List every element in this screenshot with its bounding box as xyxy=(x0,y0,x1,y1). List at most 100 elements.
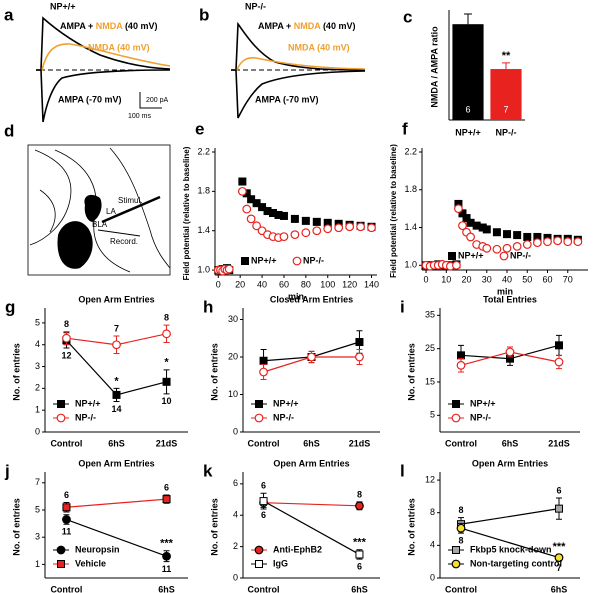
marker xyxy=(482,225,491,234)
panel-title: NP+/+ xyxy=(50,1,76,11)
marker xyxy=(555,504,563,513)
marker xyxy=(252,221,261,231)
marker xyxy=(246,214,256,224)
marker xyxy=(259,497,268,506)
x-tick-label: Control xyxy=(248,438,280,448)
panel-title: NP-/- xyxy=(245,1,266,11)
x-tick-label: 21dS xyxy=(548,438,570,448)
n-label: 6 xyxy=(357,562,362,572)
series-line xyxy=(66,518,167,557)
panel-b: b NP-/- AMPA + NMDA (40 mV) NMDA (40 mV)… xyxy=(199,1,366,119)
scale-label: 100 ms xyxy=(128,113,151,120)
label-part: NMDA xyxy=(96,21,123,31)
legend-label: NP-/- xyxy=(273,412,294,422)
y-tick-label: 3 xyxy=(35,532,40,542)
legend-marker xyxy=(451,559,461,569)
y-tick-label: 5 xyxy=(35,504,40,514)
trace-label: AMPA (-70 mV) xyxy=(255,94,319,104)
marker xyxy=(466,232,475,242)
x-tick-label: 120 xyxy=(342,279,357,289)
y-tick-label: 1.8 xyxy=(404,184,417,194)
legend-label: NP-/- xyxy=(303,255,324,265)
chart-title: Open Arm Entries xyxy=(78,458,154,468)
trace xyxy=(231,57,366,71)
marker xyxy=(492,244,502,254)
y-tick-label: 5 xyxy=(430,410,435,420)
legend-marker xyxy=(452,546,460,554)
n-label: 7 xyxy=(114,323,119,333)
y-axis-label: Field potential (relative to baseline) xyxy=(389,144,398,278)
significance: *** xyxy=(553,541,567,553)
label-part: (40 mV) xyxy=(122,21,157,31)
x-tick-label: 6hS xyxy=(351,584,368,593)
legend-label: IgG xyxy=(273,558,288,568)
legend-label: Non-targeting control xyxy=(470,558,562,568)
marker xyxy=(290,230,300,240)
marker xyxy=(279,232,289,242)
n-label: 10 xyxy=(162,396,172,406)
significance: *** xyxy=(353,537,367,549)
marker xyxy=(238,177,247,186)
legend-label: NP+/+ xyxy=(273,398,299,408)
marker xyxy=(162,329,171,339)
n-label: 8 xyxy=(64,319,69,329)
marker xyxy=(522,240,532,249)
nucleus xyxy=(84,194,102,222)
x-axis-label: min xyxy=(288,291,304,301)
y-tick-label: 20 xyxy=(228,351,238,361)
n-label: 6 xyxy=(164,482,169,492)
x-tick-label: 40 xyxy=(257,279,267,289)
marker xyxy=(355,352,364,362)
marker xyxy=(345,222,355,232)
scale-bar xyxy=(139,92,162,109)
trace xyxy=(36,69,171,123)
x-tick-label: 50 xyxy=(522,274,532,284)
y-tick-label: 1.4 xyxy=(404,222,417,232)
marker xyxy=(456,523,466,533)
y-axis-label: NMDA / AMPA ratio xyxy=(429,26,439,108)
marker xyxy=(356,222,365,232)
trace-label: AMPA + NMDA (40 mV) xyxy=(60,21,157,31)
marker xyxy=(162,551,171,561)
marker xyxy=(355,501,364,511)
y-tick-label: 1.4 xyxy=(197,225,210,235)
y-tick-label: 4 xyxy=(233,510,238,520)
trace xyxy=(36,16,171,71)
legend-label: NP+/+ xyxy=(458,250,484,260)
legend-marker xyxy=(254,413,264,423)
marker xyxy=(523,232,532,241)
trace-label: NMDA (40 mV) xyxy=(88,42,150,52)
n-label: 6 xyxy=(261,481,266,491)
x-tick-label: 40 xyxy=(502,274,512,284)
y-tick-label: 1.8 xyxy=(197,186,210,196)
marker xyxy=(503,230,512,239)
electrode xyxy=(97,229,141,237)
marker xyxy=(334,223,344,233)
marker xyxy=(279,211,288,220)
significance: * xyxy=(164,357,169,369)
marker xyxy=(112,390,121,399)
y-axis-label: No. of entries xyxy=(406,343,416,401)
legend-label: NP+/+ xyxy=(251,255,277,265)
marker xyxy=(367,223,376,233)
y-axis-label: No. of entries xyxy=(11,498,21,556)
panel-letter: l xyxy=(400,461,405,480)
x-tick-label: 60 xyxy=(543,274,553,284)
y-tick-label: 7 xyxy=(35,477,40,487)
legend-marker xyxy=(254,545,264,555)
diagram-label: LA xyxy=(106,207,116,216)
series-line xyxy=(263,500,360,555)
marker xyxy=(454,204,463,214)
marker xyxy=(301,216,310,225)
legend-label: Fkbp5 knock-down xyxy=(470,544,552,554)
y-tick-label: 0 xyxy=(233,426,238,436)
y-tick-label: 35 xyxy=(425,310,435,320)
y-tick-label: 6 xyxy=(233,478,238,488)
x-tick-label: 6hS xyxy=(108,438,125,448)
x-tick-label: 60 xyxy=(279,279,289,289)
panel-letter: g xyxy=(5,297,15,316)
marker xyxy=(259,367,268,377)
n-label: 8 xyxy=(357,489,362,499)
marker xyxy=(543,237,552,247)
marker xyxy=(573,237,583,247)
